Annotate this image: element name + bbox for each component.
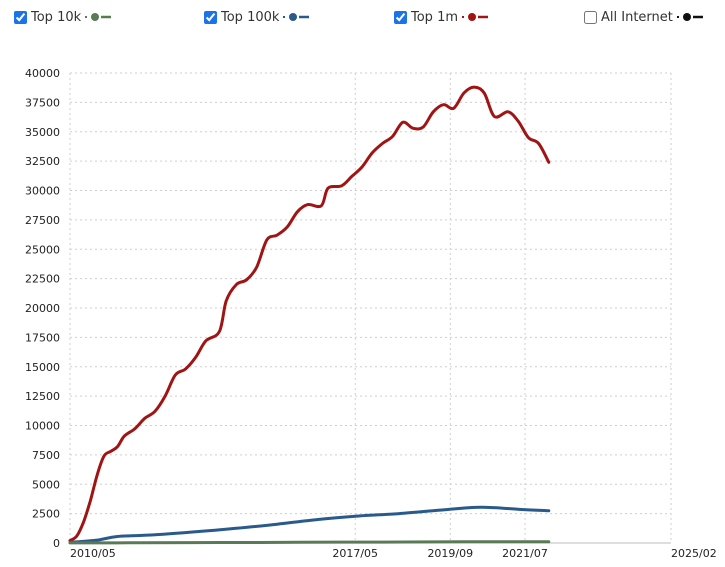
gridlines bbox=[69, 72, 672, 544]
y-tick-label: 22500 bbox=[25, 273, 60, 286]
y-tick-label: 15000 bbox=[25, 361, 60, 374]
y-tick-label: 10000 bbox=[25, 420, 60, 433]
y-tick-label: 25000 bbox=[25, 243, 60, 256]
y-tick-label: 35000 bbox=[25, 126, 60, 139]
y-tick-label: 17500 bbox=[25, 331, 60, 344]
y-axis-ticks: 0 2500 5000 7500 10000 12500 15000 17500 20000 22… bbox=[25, 67, 60, 550]
x-axis-ticks: 2010/05 2017/05 2019/09 2021/07 2025/02 bbox=[70, 547, 717, 560]
legend-label-top-1m: Top 1m bbox=[411, 9, 459, 25]
legend-label-all-internet: All Internet bbox=[601, 9, 673, 25]
x-tick-label: 2010/05 bbox=[70, 547, 116, 560]
series-line-top-1m bbox=[68, 85, 551, 543]
y-tick-label: 20000 bbox=[25, 302, 60, 315]
legend-label-top-100k: Top 100k bbox=[221, 9, 280, 25]
y-tick-label: 0 bbox=[53, 537, 60, 550]
y-tick-label: 2500 bbox=[32, 508, 60, 521]
x-tick-label: 2019/09 bbox=[427, 547, 473, 560]
checkbox-all-internet[interactable] bbox=[584, 10, 597, 24]
legend-label-top-10k: Top 10k bbox=[31, 9, 82, 25]
legend-swatch-top-1m bbox=[462, 13, 489, 21]
checkbox-top-100k[interactable] bbox=[204, 10, 217, 24]
y-tick-label: 30000 bbox=[25, 185, 60, 198]
series-lines bbox=[68, 85, 551, 545]
series-line-top-10k bbox=[68, 540, 551, 545]
legend-swatch-top-10k bbox=[85, 13, 112, 21]
x-tick-label: 2025/02 bbox=[671, 547, 717, 560]
y-tick-label: 7500 bbox=[32, 449, 60, 462]
series-line-top-100k bbox=[68, 505, 551, 544]
checkbox-top-1m[interactable] bbox=[394, 10, 407, 24]
x-tick-label: 2017/05 bbox=[332, 547, 378, 560]
y-tick-label: 5000 bbox=[32, 478, 60, 491]
y-tick-label: 32500 bbox=[25, 155, 60, 168]
legend-swatch-all-internet bbox=[676, 13, 703, 21]
legend: Top 10k Top 100k Top 1m All Internet bbox=[0, 6, 725, 28]
legend-item-top-100k[interactable]: Top 100k bbox=[204, 8, 310, 26]
y-tick-label: 12500 bbox=[25, 390, 60, 403]
legend-item-top-1m[interactable]: Top 1m bbox=[394, 8, 489, 26]
y-tick-label: 40000 bbox=[25, 67, 60, 80]
legend-item-top-10k[interactable]: Top 10k bbox=[14, 8, 112, 26]
legend-item-all-internet[interactable]: All Internet bbox=[584, 8, 703, 26]
x-tick-label: 2021/07 bbox=[502, 547, 548, 560]
legend-swatch-top-100k bbox=[283, 13, 310, 21]
y-tick-label: 27500 bbox=[25, 214, 60, 227]
y-tick-label: 37500 bbox=[25, 96, 60, 109]
checkbox-top-10k[interactable] bbox=[14, 10, 27, 24]
